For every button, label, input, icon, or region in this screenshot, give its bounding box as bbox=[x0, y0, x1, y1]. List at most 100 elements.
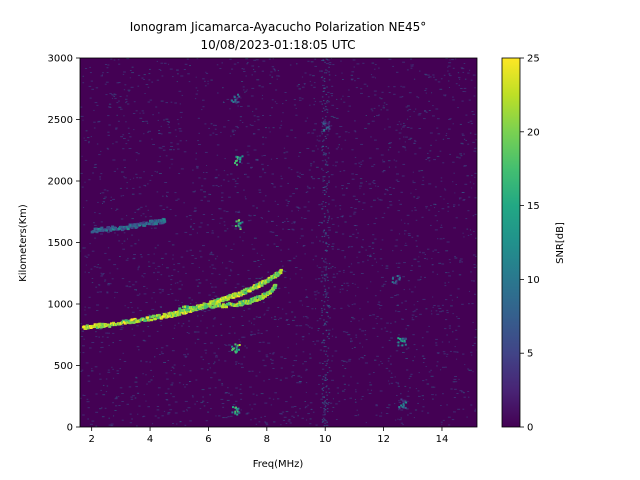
noise-pixel bbox=[446, 353, 449, 355]
noise-pixel bbox=[198, 282, 202, 284]
noise-pixel bbox=[166, 267, 169, 269]
noise-pixel bbox=[149, 68, 151, 70]
noise-pixel bbox=[234, 180, 237, 182]
interference-pixel bbox=[323, 193, 326, 195]
noise-pixel bbox=[401, 96, 404, 98]
interference-pixel bbox=[321, 103, 323, 105]
noise-pixel bbox=[441, 263, 445, 265]
noise-pixel bbox=[295, 411, 297, 413]
noise-pixel bbox=[369, 381, 371, 383]
noise-pixel bbox=[258, 266, 261, 268]
noise-pixel bbox=[218, 273, 221, 275]
noise-pixel bbox=[294, 137, 297, 139]
noise-pixel bbox=[191, 299, 193, 301]
noise-pixel bbox=[370, 389, 373, 391]
interference-pixel bbox=[323, 387, 325, 389]
noise-pixel bbox=[423, 258, 427, 259]
noise-pixel bbox=[85, 264, 87, 266]
noise-pixel bbox=[381, 91, 384, 93]
trace-0-pixel bbox=[279, 268, 283, 272]
noise-pixel bbox=[170, 146, 174, 147]
noise-pixel bbox=[100, 341, 104, 343]
noise-pixel bbox=[457, 351, 459, 353]
noise-pixel bbox=[209, 266, 211, 268]
noise-pixel bbox=[283, 416, 287, 418]
noise-pixel bbox=[250, 334, 254, 336]
noise-pixel bbox=[358, 358, 360, 360]
noise-pixel bbox=[418, 113, 422, 115]
interference-pixel bbox=[325, 137, 327, 139]
noise-pixel bbox=[435, 344, 438, 346]
noise-pixel bbox=[123, 361, 127, 362]
noise-pixel bbox=[246, 176, 250, 178]
noise-pixel bbox=[160, 274, 163, 276]
noise-pixel bbox=[143, 74, 146, 76]
noise-pixel bbox=[192, 228, 195, 230]
heatmap-background bbox=[80, 58, 477, 427]
noise-pixel bbox=[268, 378, 271, 380]
trace-1-pixel bbox=[231, 303, 235, 306]
patch-5-pixel bbox=[324, 123, 327, 126]
noise-pixel bbox=[215, 124, 217, 126]
noise-pixel bbox=[102, 203, 104, 204]
noise-pixel bbox=[461, 261, 463, 263]
noise-pixel bbox=[128, 90, 130, 92]
noise-pixel bbox=[272, 127, 275, 129]
trace-1-pixel bbox=[198, 307, 202, 311]
noise-pixel bbox=[272, 183, 274, 185]
noise-pixel bbox=[145, 400, 147, 402]
noise-pixel bbox=[270, 220, 274, 222]
noise-pixel bbox=[149, 361, 151, 363]
noise-pixel bbox=[219, 217, 223, 219]
trace-1-pixel bbox=[272, 288, 276, 291]
noise-pixel bbox=[121, 171, 124, 173]
noise-pixel bbox=[339, 136, 341, 138]
noise-pixel bbox=[410, 127, 413, 129]
noise-pixel bbox=[198, 279, 200, 281]
noise-pixel bbox=[335, 133, 339, 135]
noise-pixel bbox=[412, 182, 416, 184]
noise-pixel bbox=[89, 347, 92, 349]
noise-pixel bbox=[392, 250, 394, 252]
noise-pixel bbox=[143, 273, 146, 275]
noise-pixel bbox=[100, 347, 102, 349]
noise-pixel bbox=[167, 124, 169, 126]
trace-1-pixel bbox=[248, 301, 252, 305]
trace-2-pixel bbox=[132, 224, 136, 228]
noise-pixel bbox=[400, 123, 402, 125]
noise-pixel bbox=[251, 87, 255, 89]
interference-pixel bbox=[325, 153, 327, 155]
noise-pixel bbox=[188, 297, 191, 299]
noise-pixel bbox=[320, 407, 322, 408]
noise-pixel bbox=[88, 141, 90, 143]
interference-pixel bbox=[322, 180, 324, 182]
noise-pixel bbox=[406, 69, 409, 71]
noise-pixel bbox=[80, 351, 81, 353]
noise-pixel bbox=[425, 92, 427, 94]
noise-pixel bbox=[255, 59, 259, 61]
noise-pixel bbox=[462, 232, 464, 234]
noise-pixel bbox=[273, 243, 276, 245]
interference-pixel bbox=[321, 150, 323, 152]
noise-pixel bbox=[292, 193, 295, 195]
noise-pixel bbox=[312, 259, 314, 261]
trace-1-pixel bbox=[212, 306, 216, 309]
noise-pixel bbox=[379, 305, 383, 306]
noise-pixel bbox=[427, 157, 431, 158]
noise-pixel bbox=[358, 328, 362, 330]
noise-pixel bbox=[434, 229, 438, 231]
noise-pixel bbox=[405, 106, 408, 108]
noise-pixel bbox=[414, 409, 418, 411]
noise-pixel bbox=[120, 195, 123, 197]
trace-1-pixel bbox=[196, 307, 200, 311]
noise-pixel bbox=[276, 158, 278, 159]
noise-pixel bbox=[318, 375, 322, 377]
noise-pixel bbox=[353, 211, 357, 213]
noise-pixel bbox=[328, 63, 332, 65]
patch-8-pixel bbox=[398, 407, 401, 410]
noise-pixel bbox=[145, 302, 148, 303]
noise-pixel bbox=[375, 185, 377, 187]
noise-pixel bbox=[209, 134, 212, 136]
interference-pixel bbox=[321, 236, 323, 238]
noise-pixel bbox=[418, 256, 420, 258]
